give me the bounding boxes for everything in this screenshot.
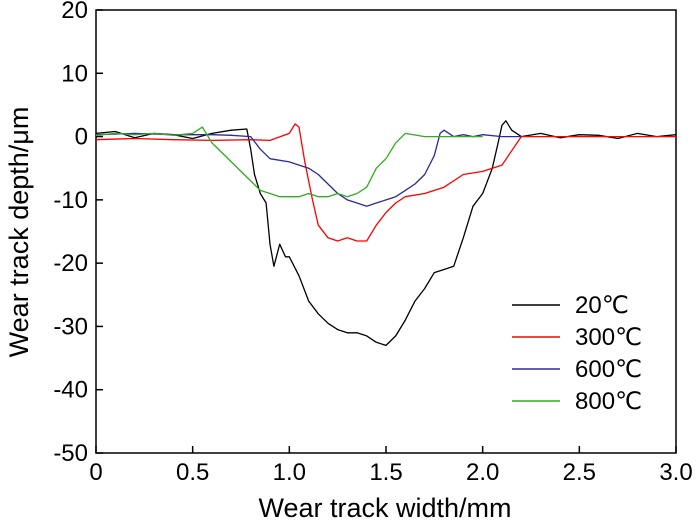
- series-lines: [95, 120, 677, 347]
- series-line-1: [95, 123, 676, 242]
- y-tick-label: -40: [53, 377, 88, 404]
- x-tick-label: 2.0: [466, 459, 499, 486]
- y-tick-label: -50: [53, 440, 88, 467]
- legend-label-2: 600℃: [575, 356, 642, 383]
- legend-label-0: 20℃: [575, 292, 629, 319]
- legend-label-1: 300℃: [575, 324, 642, 351]
- x-tick-label: 1.0: [273, 459, 306, 486]
- x-tick-label: 1.5: [369, 459, 402, 486]
- plot-frame: [95, 9, 677, 454]
- y-tick-label: -30: [53, 313, 88, 340]
- y-axis-label: Wear track depth/μm: [4, 107, 34, 358]
- y-tick-label: 0: [75, 124, 88, 151]
- y-tick-label: -10: [53, 187, 88, 214]
- x-tick-label: 0: [89, 459, 102, 486]
- x-tick-label: 2.5: [563, 459, 596, 486]
- x-axis-label: Wear track width/mm: [258, 493, 511, 523]
- x-tick-label: 0.5: [176, 459, 209, 486]
- y-tick-label: 10: [61, 60, 88, 87]
- legend: 20℃ 300℃ 600℃ 800℃: [512, 292, 642, 415]
- y-tick-label: 20: [61, 0, 88, 24]
- series-line-3: [95, 126, 483, 198]
- legend-label-3: 800℃: [575, 388, 642, 415]
- x-tick-label: 3.0: [659, 459, 692, 486]
- series-line-2: [95, 129, 522, 207]
- axis-ticks: 0 0.5 1.0 1.5 2.0 2.5 3.0 20 10 0 -10 -20 -30 -40 -50: [53, 0, 692, 486]
- y-tick-label: -20: [53, 250, 88, 277]
